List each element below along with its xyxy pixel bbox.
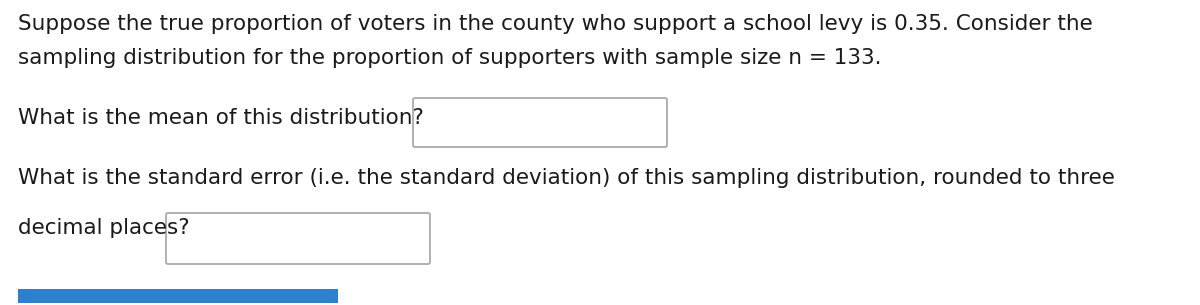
Text: Suppose the true proportion of voters in the county who support a school levy is: Suppose the true proportion of voters in… [18,14,1093,34]
FancyBboxPatch shape [413,98,667,147]
Text: sampling distribution for the proportion of supporters with sample size n = 133.: sampling distribution for the proportion… [18,48,882,68]
Text: decimal places?: decimal places? [18,218,190,238]
Bar [18,289,338,303]
Text: What is the mean of this distribution?: What is the mean of this distribution? [18,108,424,128]
Text: What is the standard error (i.e. the standard deviation) of this sampling distri: What is the standard error (i.e. the sta… [18,168,1115,188]
FancyBboxPatch shape [166,213,430,264]
